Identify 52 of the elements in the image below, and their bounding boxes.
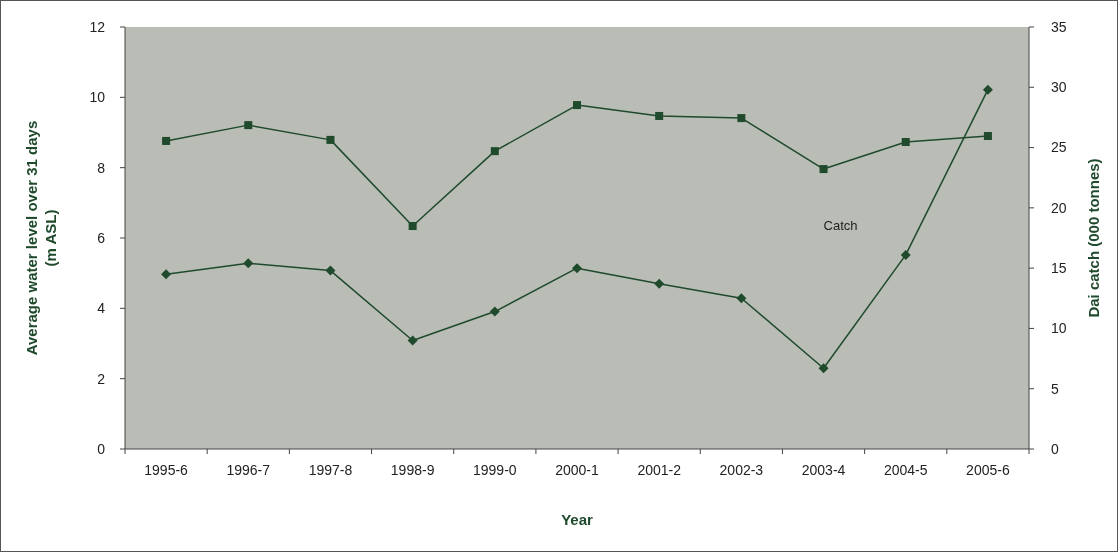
point — [408, 222, 417, 231]
point — [737, 114, 746, 123]
point — [655, 111, 664, 120]
y2-tick-label: 35 — [1051, 18, 1067, 35]
x-axis-title: Year — [561, 511, 594, 528]
y-tick-label: 8 — [97, 159, 106, 176]
point — [489, 306, 500, 317]
point — [983, 132, 992, 141]
x-tick-label: 1997-8 — [308, 462, 353, 478]
x-tick-label: 2002-3 — [719, 462, 764, 478]
y-tick-label: 10 — [89, 89, 106, 106]
y2-axis-title: Dai catch (000 tonnes) — [1085, 158, 1102, 318]
x-tick-label: 1999-0 — [473, 462, 517, 478]
x-tick-label: 2005-6 — [966, 462, 1010, 478]
x-tick-label: 1998-9 — [390, 462, 435, 478]
x-tick-label: 2004-5 — [883, 462, 928, 478]
point — [407, 335, 418, 346]
y-axis-title: Average water level over 31 days (m ASL) — [23, 120, 59, 356]
point — [572, 263, 582, 274]
point — [818, 363, 829, 374]
point — [900, 249, 911, 260]
y-tick-label: 4 — [97, 300, 106, 317]
y2-tick-label: 30 — [1051, 79, 1067, 96]
point — [326, 135, 335, 144]
point — [736, 293, 747, 304]
y2-tick-label: 15 — [1051, 260, 1067, 277]
y-tick-label: 12 — [89, 18, 106, 35]
y2-tick-label: 0 — [1051, 440, 1059, 457]
point — [573, 101, 581, 110]
x-tick-label: 2003-4 — [801, 462, 846, 478]
y-tick-label: 0 — [97, 440, 106, 457]
point — [161, 269, 172, 280]
y2-tick-label: 5 — [1051, 380, 1059, 397]
point — [901, 138, 910, 146]
point — [819, 165, 828, 174]
point — [490, 147, 499, 156]
point — [244, 121, 253, 130]
point — [982, 84, 993, 95]
x-tick-label: 1995-6 — [144, 462, 189, 478]
y2-tick-label: 20 — [1051, 199, 1067, 216]
x-tick-label: 2000-1 — [555, 462, 600, 478]
x-tick-label: 2001-2 — [637, 462, 682, 478]
text: Catch — [823, 217, 858, 233]
y2-tick-label: 10 — [1051, 320, 1067, 337]
y2-tick-label: 25 — [1051, 139, 1067, 156]
point — [162, 136, 171, 145]
point — [243, 258, 254, 269]
point — [325, 265, 336, 276]
x-tick-label: 1996-7 — [226, 462, 271, 478]
point — [654, 278, 665, 289]
y-tick-label: 6 — [97, 229, 106, 246]
y-tick-label: 2 — [97, 370, 106, 387]
